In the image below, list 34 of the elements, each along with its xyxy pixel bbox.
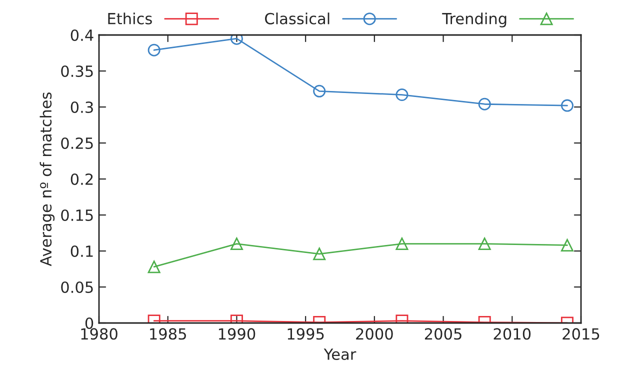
x-axis-title: Year <box>324 348 356 360</box>
x-tick-label: 1985 <box>150 328 186 340</box>
y-tick-label: 0.15 <box>61 209 93 222</box>
point <box>478 98 491 110</box>
point <box>148 260 160 274</box>
point <box>230 238 243 250</box>
y-tick-label: 0.4 <box>70 29 94 42</box>
point <box>313 84 326 98</box>
point <box>560 99 574 112</box>
point <box>396 88 408 102</box>
y-tick-label: 0 <box>85 317 94 330</box>
point <box>560 238 574 252</box>
x-tick-label: 1980 <box>81 328 118 340</box>
y-tick-label: 0.3 <box>70 101 93 114</box>
point <box>396 238 408 250</box>
point <box>148 44 160 56</box>
y-tick-label: 0.05 <box>61 281 93 294</box>
x-tick-label: 2000 <box>356 328 393 340</box>
y-tick-label: 0.1 <box>70 245 93 258</box>
y-tick-label: 0.35 <box>61 65 93 78</box>
point <box>230 35 243 45</box>
x-tick-label: 2015 <box>562 328 600 340</box>
legend-label: Classical <box>265 12 330 24</box>
x-tick-label: 2010 <box>494 328 531 340</box>
legend-label: Ethics <box>108 12 152 24</box>
x-tick-label: 1995 <box>288 328 324 340</box>
x-tick-label: 2005 <box>424 328 462 340</box>
y-tick-label: 0.2 <box>70 173 93 186</box>
y-axis-title: Average nº of matches <box>40 92 55 266</box>
point <box>478 238 491 250</box>
legend-label: Trending <box>442 12 506 28</box>
x-tick-label: 1990 <box>218 328 256 340</box>
y-tick-label: 0.25 <box>61 137 93 150</box>
point <box>313 248 326 260</box>
